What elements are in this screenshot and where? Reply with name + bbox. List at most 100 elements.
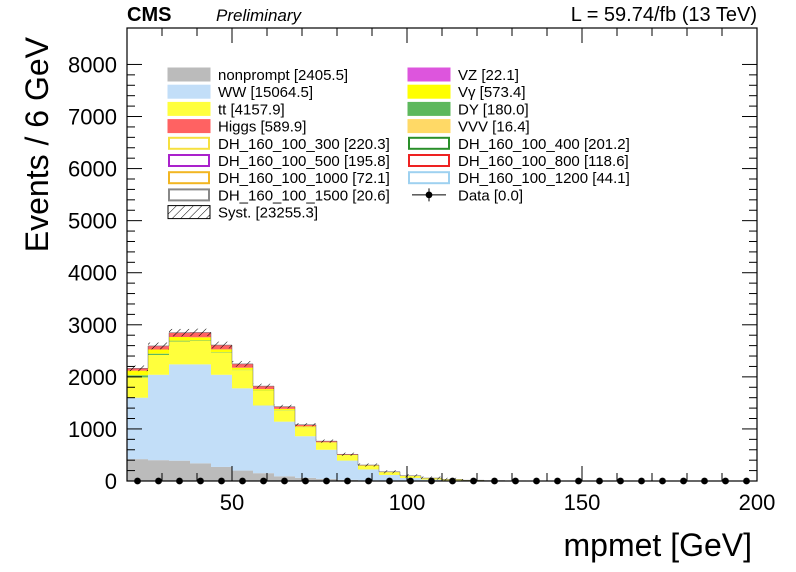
legend-entry-11: DH_160_100_800 [118.6] — [408, 153, 629, 170]
syst-bin-7 — [274, 404, 295, 409]
legend-label: VZ [22.1] — [458, 67, 519, 84]
bar-1-7 — [274, 421, 295, 477]
bar-1-9 — [316, 449, 337, 479]
bar-2-7 — [274, 410, 295, 422]
y-axis-title: Events / 6 GeV — [19, 36, 55, 252]
legend-entry-12: DH_160_100_1000 [72.1] — [168, 170, 390, 187]
bar-2-0 — [127, 377, 148, 398]
legend-label: DH_160_100_1500 [20.6] — [218, 187, 390, 204]
legend-swatch — [408, 171, 450, 185]
x-tick-label-2: 150 — [564, 490, 601, 515]
bar-4-6 — [253, 389, 274, 391]
x-tick-label-3: 200 — [739, 490, 776, 515]
bar-1-5 — [232, 388, 253, 471]
bar-1-3 — [190, 364, 211, 464]
bar-0-0 — [127, 459, 148, 481]
y-tick-label-4: 4000 — [68, 261, 117, 286]
legend-swatch — [407, 119, 451, 134]
bar-3-2 — [169, 340, 190, 342]
legend-swatch — [167, 119, 211, 134]
bar-2-3 — [190, 340, 211, 365]
x-tick-label-1: 100 — [389, 490, 426, 515]
bar-4-2 — [169, 337, 190, 341]
syst-bin-8 — [295, 423, 316, 427]
legend-swatch — [408, 136, 450, 150]
bar-3-3 — [190, 340, 211, 341]
legend-swatch — [167, 84, 211, 99]
x-axis-title: mpmet [GeV] — [564, 527, 753, 563]
status-label: Preliminary — [216, 6, 303, 25]
legend-swatch — [167, 101, 211, 116]
legend-label: nonprompt [2405.5] — [218, 67, 348, 84]
legend-label: Higgs [589.9] — [218, 119, 306, 136]
syst-bin-5 — [232, 360, 253, 367]
y-tick-label-8: 8000 — [68, 52, 117, 77]
y-tick-label-0: 0 — [105, 469, 117, 494]
legend-swatch — [167, 67, 211, 82]
bar-2-11 — [358, 465, 379, 470]
legend-entry-16: Syst. [23255.3] — [167, 205, 318, 222]
legend-swatch — [168, 171, 210, 185]
bar-2-5 — [232, 370, 253, 389]
legend-label: DH_160_100_400 [201.2] — [458, 136, 630, 153]
legend-swatch — [168, 136, 210, 150]
lumi-label: L = 59.74/fb (13 TeV) — [571, 4, 757, 26]
bar-0-1 — [148, 460, 169, 481]
bar-3-1 — [148, 353, 169, 355]
y-tick-label-7: 7000 — [68, 105, 117, 130]
bar-0-5 — [232, 470, 253, 481]
legend-entry-5: DY [180.0] — [407, 101, 529, 118]
legend-label: tt [4157.9] — [218, 101, 285, 118]
syst-bin-6 — [253, 383, 274, 389]
legend-label: DH_160_100_800 [118.6] — [458, 153, 629, 170]
syst-bin-13 — [400, 474, 421, 478]
bar-2-8 — [295, 427, 316, 437]
stack-bars — [126, 332, 757, 482]
legend-swatch — [407, 67, 451, 82]
legend-label: Syst. [23255.3] — [218, 205, 318, 222]
legend-swatch — [168, 154, 210, 167]
experiment-label: CMS — [127, 4, 171, 26]
legend-label: DH_160_100_300 [220.3] — [218, 136, 390, 153]
legend-entry-9: DH_160_100_400 [201.2] — [408, 136, 630, 153]
bar-2-10 — [337, 455, 358, 461]
legend-label: DH_160_100_500 [195.8] — [218, 153, 390, 170]
legend-entry-0: nonprompt [2405.5] — [167, 67, 348, 84]
legend-label: Data [0.0] — [458, 187, 523, 204]
bar-2-6 — [253, 390, 274, 406]
bar-4-7 — [274, 408, 295, 410]
legend-entry-7: VVV [16.4] — [407, 119, 530, 136]
syst-bin-4 — [211, 341, 232, 349]
legend-entry-3: Vγ [573.4] — [407, 84, 526, 101]
syst-bin-10 — [337, 452, 358, 456]
syst-bin-11 — [358, 463, 379, 467]
legend-label: VVV [16.4] — [458, 119, 530, 136]
legend-entry-4: tt [4157.9] — [167, 101, 285, 118]
syst-bin-0 — [127, 365, 148, 372]
legend-entry-13: DH_160_100_1200 [44.1] — [408, 170, 630, 187]
legend-label: DH_160_100_1000 [72.1] — [218, 170, 390, 187]
bar-2-12 — [379, 472, 400, 475]
bar-1-6 — [253, 405, 274, 474]
legend-label: DH_160_100_1200 [44.1] — [458, 170, 630, 187]
legend-label: WW [15064.5] — [218, 84, 313, 101]
legend-swatch — [168, 188, 210, 202]
legend-swatch — [408, 154, 450, 167]
syst-bin-3 — [190, 328, 211, 337]
bar-4-5 — [232, 367, 253, 370]
bar-2-9 — [316, 442, 337, 450]
bar-0-4 — [211, 466, 232, 481]
legend-entry-10: DH_160_100_500 [195.8] — [168, 153, 390, 170]
bar-1-2 — [169, 364, 190, 461]
bar-4-0 — [127, 370, 148, 376]
legend-data-marker — [425, 191, 433, 199]
bar-1-1 — [148, 374, 169, 461]
legend-label: Vγ [573.4] — [458, 84, 526, 101]
y-tick-label-3: 3000 — [68, 313, 117, 338]
legend-label: DY [180.0] — [458, 101, 529, 118]
legend-entry-15: Data [0.0] — [412, 187, 523, 204]
bar-0-2 — [169, 460, 190, 481]
x-tick-label-0: 50 — [220, 490, 244, 515]
syst-bin-2 — [169, 328, 190, 337]
